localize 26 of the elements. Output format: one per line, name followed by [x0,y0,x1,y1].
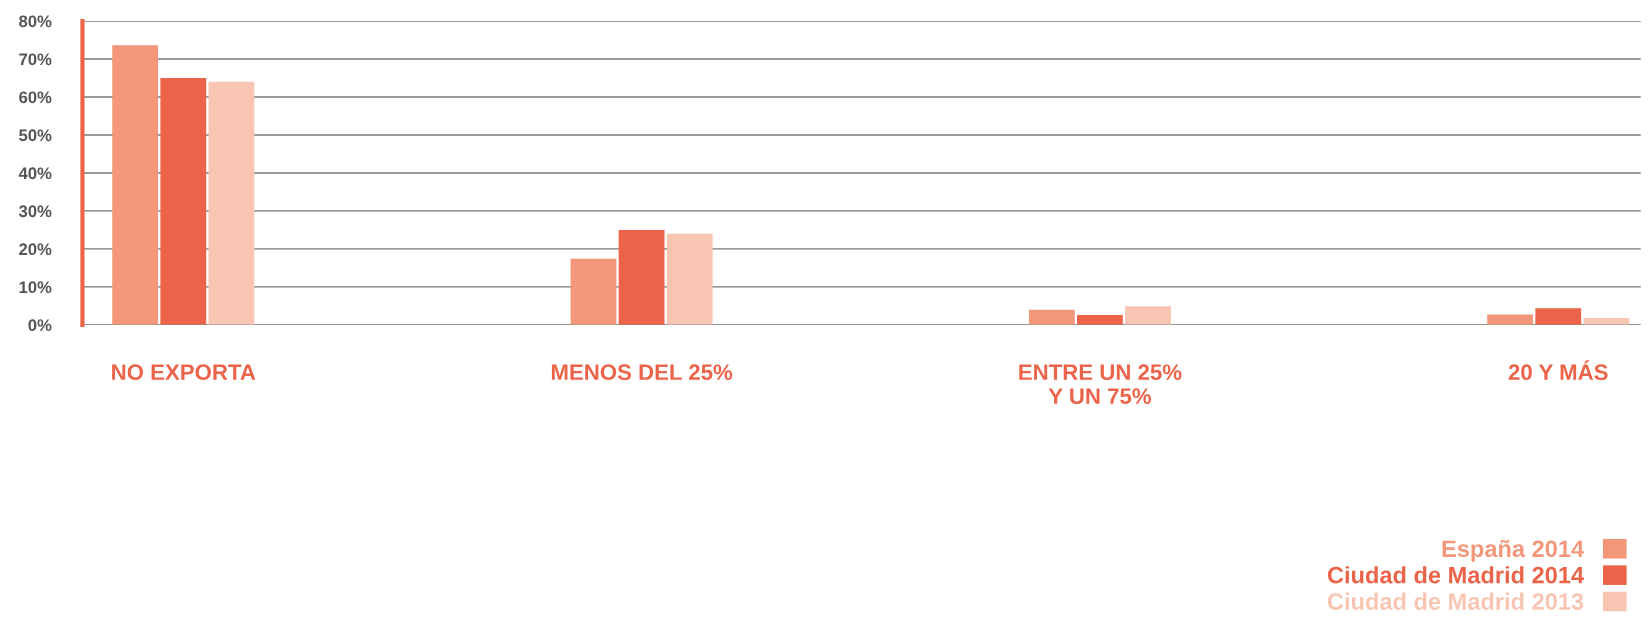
bar [666,233,713,325]
x-tick-label: 20 Y MÁS [1508,360,1608,381]
y-tick-label: 50% [19,129,52,142]
bar [160,77,207,325]
bar [208,81,255,325]
bar [1077,314,1123,325]
legend-label: España 2014 [1442,539,1584,562]
bar [618,229,665,325]
y-tick-label: 40% [18,167,52,180]
y-tick-label: 20% [19,243,52,256]
bar [1535,308,1582,325]
legend-label: Ciudad de Madrid 2013 [1327,592,1584,610]
bar [570,258,617,325]
y-tick-label: 60% [19,91,52,104]
bar [112,45,159,325]
legend-label: Ciudad de Madrid 2014 [1327,566,1584,584]
x-tick-label: NO EXPORTA [112,364,256,381]
bar [1125,306,1171,325]
y-tick-label: 0% [28,319,52,332]
y-tick-label: 30% [18,205,52,218]
bar [1028,309,1075,325]
x-tick-label: ENTRE UN 25% Y UN 75% [1019,364,1182,405]
y-tick-label: 10% [19,281,52,294]
y-tick-label: 70% [19,53,52,66]
y-tick-label: 80% [19,15,52,28]
x-tick-label: MENOS DEL 25% [551,364,733,381]
